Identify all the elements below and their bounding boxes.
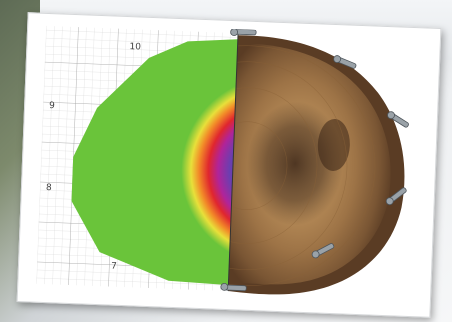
grid-label-7: 7	[111, 262, 117, 272]
grid-label-10: 10	[129, 42, 141, 52]
tomogram-card: 10 9 8 7	[16, 12, 442, 318]
sensor-nail-icon	[333, 55, 357, 69]
tomogram-half	[71, 39, 239, 286]
wood-cross-section	[227, 35, 405, 295]
grid-label-8: 8	[46, 183, 52, 193]
grid-label-9: 9	[49, 101, 55, 111]
sensor-nail-icon	[311, 243, 335, 259]
sensor-nail-icon	[220, 283, 247, 292]
wood-rot-zone	[247, 101, 344, 226]
split-line	[227, 33, 239, 292]
sensor-nail-icon	[387, 111, 409, 128]
decay-zone	[140, 82, 239, 256]
sensor-nail-icon	[230, 28, 257, 36]
tomogram-figure: 10 9 8 7	[36, 25, 409, 295]
sensor-nail-icon	[385, 187, 407, 206]
